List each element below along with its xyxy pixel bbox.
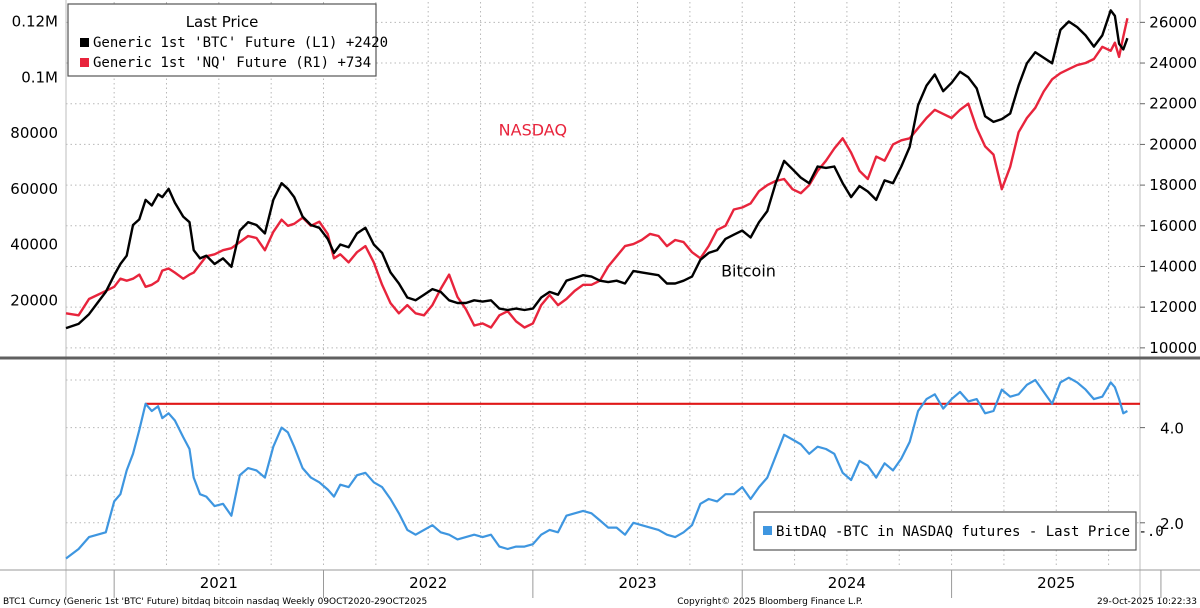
- x-axis-year-label: 2024: [828, 574, 866, 592]
- bitdaq-ratio-line: [65, 376, 1128, 560]
- bitdaq-series-name: BitDAQ -BTC in NASDAQ futures - Last Pri…: [776, 524, 1130, 540]
- btc-legend-swatch: [80, 38, 89, 47]
- x-axis-year-label: 2023: [618, 574, 656, 592]
- bottom-panel-series: [65, 376, 1140, 560]
- ratio-axis-tick-label: 2.0: [1160, 515, 1184, 533]
- right-axis-tick-label: 22000: [1149, 95, 1197, 113]
- bitdaq-last-change: -.0: [1138, 524, 1163, 540]
- bitcoin-annotation: Bitcoin: [721, 262, 776, 281]
- x-axis-year-label: 2022: [409, 574, 447, 592]
- right-axis-tick-label: 14000: [1149, 257, 1197, 275]
- chart-annotations: NASDAQ Bitcoin: [499, 120, 776, 280]
- btc-last-change: +2420: [346, 35, 388, 51]
- footer-timestamp: 29-Oct-2025 10:22:33: [1097, 597, 1197, 607]
- right-axis-tick-label: 18000: [1149, 176, 1197, 194]
- right-axis-tick-label: 26000: [1149, 13, 1197, 31]
- right-axis-ticks-bottom: 2.0 4.0: [1140, 420, 1184, 533]
- footer-copyright: Copyright© 2025 Bloomberg Finance L.P.: [677, 597, 862, 607]
- footer-source: BTC1 Curncy (Generic 1st 'BTC' Future) b…: [3, 597, 427, 607]
- left-axis-tick-label: 40000: [10, 236, 58, 254]
- right-axis-tick-label: 20000: [1149, 135, 1197, 153]
- right-axis-tick-label: 12000: [1149, 298, 1197, 316]
- left-axis-tick-label: 0.1M: [21, 68, 58, 86]
- ratio-axis-tick-label: 4.0: [1160, 420, 1184, 438]
- left-axis-tick-label: 60000: [10, 180, 58, 198]
- top-panel-series: [65, 9, 1129, 330]
- nq-last-change: +734: [337, 55, 371, 71]
- x-axis-year-label: 2025: [1037, 574, 1075, 592]
- bottom-legend[interactable]: BitDAQ -BTC in NASDAQ futures - Last Pri…: [753, 511, 1164, 551]
- nq-legend-swatch: [80, 58, 89, 67]
- left-axis-tick-label: 20000: [10, 291, 58, 309]
- right-axis-tick-label: 24000: [1149, 54, 1197, 72]
- legend-box: [67, 3, 377, 77]
- left-axis-ticks: 20000 40000 60000 80000 0.1M 0.12M: [10, 13, 58, 310]
- top-panel-grid: [66, 2, 1140, 356]
- x-axis-ticks: 2021 2022 2023 2024 2025: [113, 570, 1162, 598]
- nasdaq-futures-line: [65, 18, 1129, 329]
- nq-series-name: Generic 1st 'NQ' Future: [93, 55, 287, 71]
- nq-axis-code: R1: [304, 55, 321, 71]
- legend-title: Last Price: [186, 13, 259, 31]
- nq-legend-label: Generic 1st 'NQ' Future (R1) +734: [93, 55, 371, 71]
- left-axis-tick-label: 80000: [10, 124, 58, 142]
- btc-axis-code: L1: [312, 35, 329, 51]
- bitcoin-futures-line: [65, 9, 1129, 330]
- btc-series-name: Generic 1st 'BTC' Future: [93, 35, 295, 51]
- left-axis-tick-label: 0.12M: [12, 13, 58, 31]
- right-axis-ticks-top: 10000 12000 14000 16000 18000 20000 22000 24000…: [1140, 13, 1197, 357]
- right-axis-tick-label: 10000: [1149, 339, 1197, 357]
- top-legend[interactable]: Last Price Generic 1st 'BTC' Future (L1)…: [67, 3, 388, 77]
- right-axis-tick-label: 16000: [1149, 217, 1197, 235]
- btc-legend-label: Generic 1st 'BTC' Future (L1) +2420: [93, 35, 388, 51]
- x-axis-year-label: 2021: [200, 574, 238, 592]
- bitdaq-legend-swatch: [763, 526, 772, 535]
- bottom-legend-box: [753, 511, 1137, 551]
- nasdaq-annotation: NASDAQ: [499, 120, 567, 139]
- bitdaq-legend-label: BitDAQ -BTC in NASDAQ futures - Last Pri…: [776, 524, 1164, 540]
